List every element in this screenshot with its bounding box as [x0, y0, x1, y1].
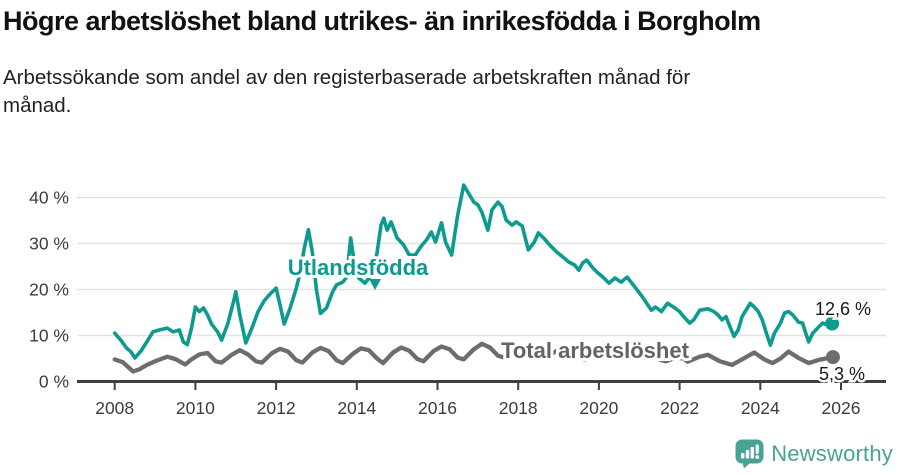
x-axis-tick-label: 2024	[741, 398, 780, 418]
x-axis-tick-label: 2010	[176, 398, 215, 418]
chart-subtitle: Arbetssökande som andel av den registerb…	[3, 66, 691, 117]
x-axis-tick-label: 2014	[337, 398, 376, 418]
series-name-label: Utlandsfödda	[288, 255, 429, 280]
series-end-value-label: 5,3 %	[819, 364, 865, 384]
series-end-dot	[825, 350, 840, 365]
series-line-total-arbetsl-shet	[112, 341, 836, 374]
y-axis-tick-label: 30 %	[29, 234, 69, 254]
x-axis-tick-label: 2020	[579, 398, 618, 418]
brand-name: Newsworthy	[771, 441, 893, 466]
x-axis-tick-label: 2012	[257, 398, 296, 418]
newsworthy-logo[interactable]: Newsworthy	[735, 439, 893, 469]
x-axis-tick-label: 2008	[95, 398, 134, 418]
series-line-utlandsf-dda	[112, 183, 834, 360]
series-end-dot	[825, 316, 840, 331]
series-end-value-label: 12,6 %	[815, 299, 871, 319]
x-axis-tick-label: 2026	[822, 398, 861, 418]
y-axis-tick-label: 10 %	[29, 326, 69, 346]
label-arrow-down-icon	[369, 279, 381, 290]
chart-title: Högre arbetslöshet bland utrikes- än inr…	[3, 6, 761, 36]
x-axis-tick-label: 2022	[660, 398, 699, 418]
y-axis-tick-label: 20 %	[29, 280, 69, 300]
y-axis-tick-label: 40 %	[29, 188, 69, 208]
y-axis-tick-label: 0 %	[39, 372, 69, 392]
x-axis-tick-label: 2018	[499, 398, 538, 418]
newsworthy-icon	[735, 439, 764, 469]
x-axis-tick-label: 2016	[418, 398, 457, 418]
series-name-label: Total arbetslöshet	[501, 338, 690, 363]
